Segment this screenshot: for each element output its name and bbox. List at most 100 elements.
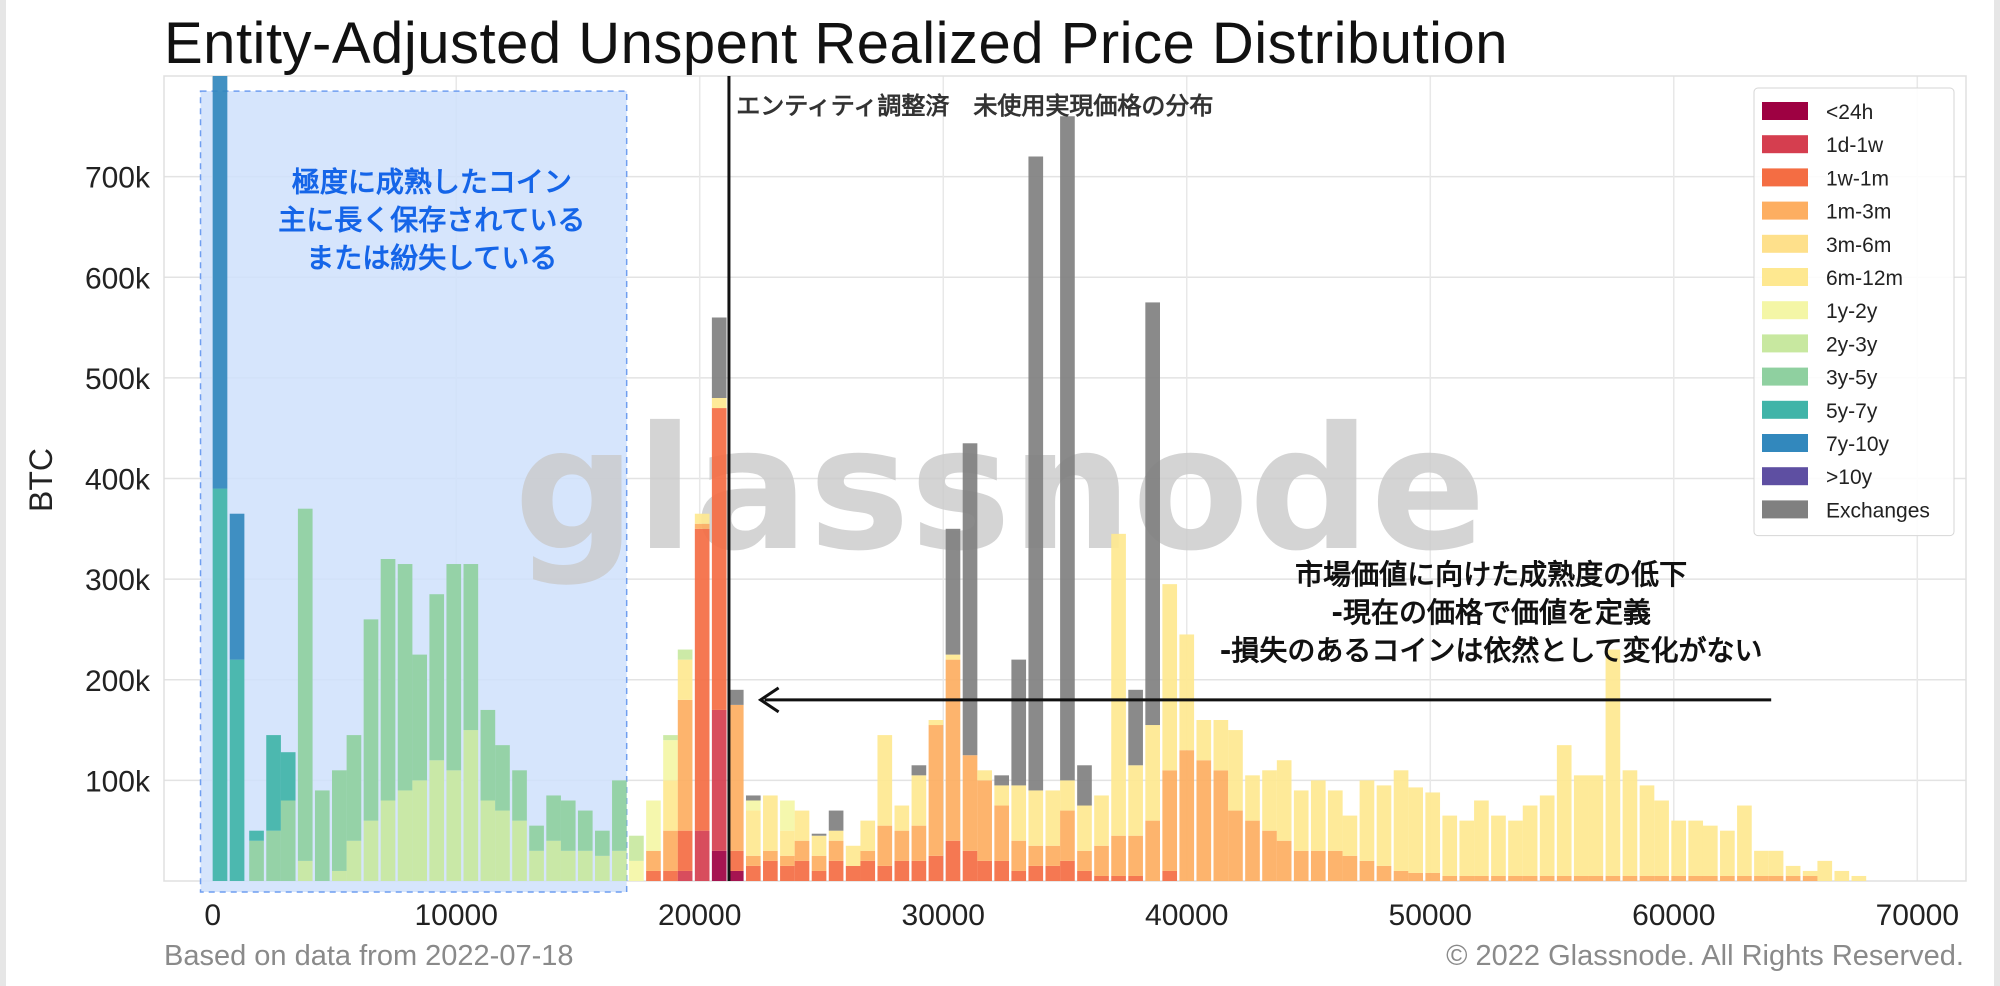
bar-segment: [663, 870, 678, 881]
bar-segment: [612, 780, 627, 851]
bar-segment: [1077, 805, 1092, 851]
bar-segment: [397, 790, 413, 881]
legend-label: 1d-1w: [1826, 134, 1884, 157]
bar-segment: [446, 564, 462, 771]
legend-swatch: [1762, 334, 1808, 353]
y-tick-label: 100k: [85, 765, 151, 798]
bar-segment: [480, 800, 496, 881]
bar-segment: [1179, 750, 1195, 881]
bar-segment: [1293, 790, 1309, 851]
bar-segment: [677, 699, 693, 831]
bar-segment: [1228, 730, 1243, 811]
bar-segment: [1556, 745, 1572, 876]
legend-label: >10y: [1826, 466, 1873, 489]
bar-segment: [1737, 805, 1752, 876]
bar-segment: [646, 870, 661, 881]
y-tick-label: 200k: [85, 665, 151, 698]
bar-segment: [331, 770, 347, 871]
bar-segment: [811, 855, 827, 871]
bar-segment: [412, 780, 428, 881]
bar-segment: [911, 825, 927, 861]
legend-swatch: [1762, 268, 1808, 286]
legend-label: 5y-7y: [1826, 400, 1878, 423]
legend-label: 2y-3y: [1826, 333, 1878, 356]
legend-label: 3y-5y: [1826, 367, 1878, 390]
bar-segment: [1077, 870, 1092, 881]
legend-swatch: [1762, 367, 1808, 386]
bar-segment: [1768, 875, 1784, 881]
x-tick-label: 40000: [1145, 899, 1228, 932]
bar-segment: [560, 850, 576, 881]
legend-label: 3m-6m: [1826, 234, 1891, 257]
bar-segment: [1060, 860, 1075, 881]
bar-segment: [780, 800, 795, 831]
bar-segment: [745, 795, 761, 801]
bar-segment: [1851, 875, 1867, 881]
bar-segment: [577, 850, 593, 881]
legend-label: Exchanges: [1826, 499, 1930, 522]
bar-segment: [911, 860, 927, 881]
bar-segment: [1654, 800, 1669, 876]
bar-segment: [297, 508, 313, 861]
bar-segment: [1327, 850, 1343, 881]
bar-segment: [1228, 810, 1243, 881]
bar-segment: [794, 840, 810, 861]
bar-segment: [1045, 865, 1061, 881]
bar-segment: [629, 860, 644, 881]
bar-segment: [877, 735, 893, 826]
bar-segment: [1011, 659, 1027, 786]
y-tick-label: 400k: [85, 464, 151, 497]
bar-segment: [1045, 790, 1061, 846]
bar-segment: [977, 770, 992, 781]
bar-segment: [1094, 845, 1109, 876]
bar-segment: [1754, 850, 1769, 876]
bar-segment: [1522, 805, 1538, 876]
bar-segment: [694, 528, 710, 831]
bar-segment: [612, 850, 627, 881]
bar-segment: [1128, 689, 1143, 766]
bar-segment: [1245, 820, 1260, 881]
bar-segment: [1128, 875, 1143, 881]
bar-segment: [646, 850, 661, 871]
bar-segment: [811, 870, 827, 881]
bar-segment: [711, 709, 727, 851]
bar-segment: [280, 800, 296, 881]
bar-segment: [314, 790, 330, 881]
bar-segment: [380, 559, 396, 801]
x-tick-label: 60000: [1632, 899, 1715, 932]
bar-segment: [1688, 875, 1704, 881]
bar-segment: [1327, 790, 1343, 851]
bar-segment: [811, 833, 827, 836]
bar-segment: [1556, 875, 1572, 881]
bar-segment: [1262, 770, 1277, 831]
bar-segment: [429, 760, 445, 881]
bar-segment: [1276, 760, 1292, 841]
bar-segment: [1508, 875, 1523, 881]
bar-segment: [480, 709, 496, 801]
bar-segment: [945, 654, 961, 660]
bar-segment: [1111, 875, 1126, 881]
bar-segment: [1474, 875, 1489, 881]
bar-segment: [1802, 875, 1818, 881]
bar-segment: [1342, 815, 1358, 856]
bar-segment: [1060, 780, 1075, 811]
bar-segment: [745, 800, 761, 811]
bar-segment: [894, 805, 910, 831]
legend-swatch: [1762, 500, 1808, 519]
bar-segment: [1376, 785, 1392, 866]
bar-segment: [1028, 845, 1044, 866]
bar-segment: [1508, 820, 1523, 876]
bar-segment: [1425, 792, 1441, 873]
bar-segment: [1459, 820, 1475, 876]
bar-segment: [711, 398, 727, 409]
bar-segment: [1213, 770, 1229, 881]
bar-segment: [694, 830, 710, 881]
bar-segment: [1245, 775, 1260, 821]
bar-segment: [346, 840, 362, 881]
bar-segment: [1276, 840, 1292, 881]
bar-segment: [363, 820, 379, 881]
bar-segment: [860, 850, 876, 861]
bar-segment: [1671, 820, 1686, 876]
bar-segment: [894, 860, 910, 881]
